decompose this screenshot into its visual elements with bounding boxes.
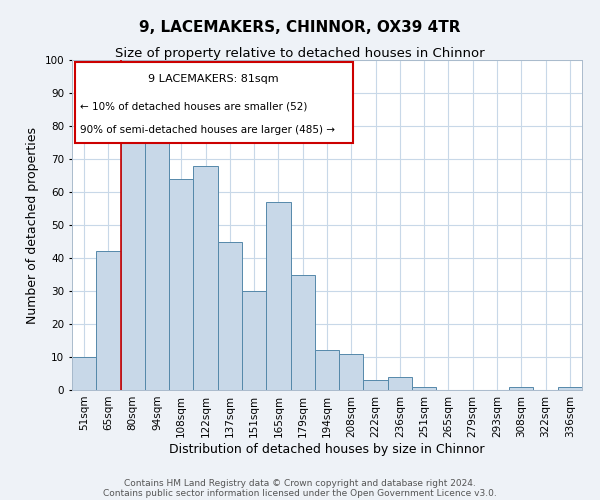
Bar bbox=[509, 386, 533, 390]
Bar bbox=[145, 136, 169, 390]
X-axis label: Distribution of detached houses by size in Chinnor: Distribution of detached houses by size … bbox=[169, 442, 485, 456]
Bar bbox=[96, 252, 121, 390]
Bar bbox=[558, 386, 582, 390]
Y-axis label: Number of detached properties: Number of detached properties bbox=[26, 126, 39, 324]
Bar bbox=[388, 377, 412, 390]
Bar bbox=[290, 274, 315, 390]
Bar bbox=[412, 386, 436, 390]
FancyBboxPatch shape bbox=[74, 62, 353, 142]
Text: 9 LACEMAKERS: 81sqm: 9 LACEMAKERS: 81sqm bbox=[148, 74, 279, 85]
Bar bbox=[121, 122, 145, 390]
Bar bbox=[364, 380, 388, 390]
Bar bbox=[315, 350, 339, 390]
Text: Size of property relative to detached houses in Chinnor: Size of property relative to detached ho… bbox=[115, 48, 485, 60]
Bar bbox=[266, 202, 290, 390]
Bar bbox=[72, 357, 96, 390]
Bar bbox=[193, 166, 218, 390]
Text: 90% of semi-detached houses are larger (485) →: 90% of semi-detached houses are larger (… bbox=[80, 126, 335, 136]
Text: 9, LACEMAKERS, CHINNOR, OX39 4TR: 9, LACEMAKERS, CHINNOR, OX39 4TR bbox=[139, 20, 461, 35]
Text: ← 10% of detached houses are smaller (52): ← 10% of detached houses are smaller (52… bbox=[80, 101, 307, 111]
Text: Contains public sector information licensed under the Open Government Licence v3: Contains public sector information licen… bbox=[103, 488, 497, 498]
Text: Contains HM Land Registry data © Crown copyright and database right 2024.: Contains HM Land Registry data © Crown c… bbox=[124, 478, 476, 488]
Bar bbox=[169, 179, 193, 390]
Bar bbox=[339, 354, 364, 390]
Bar bbox=[218, 242, 242, 390]
Bar bbox=[242, 291, 266, 390]
